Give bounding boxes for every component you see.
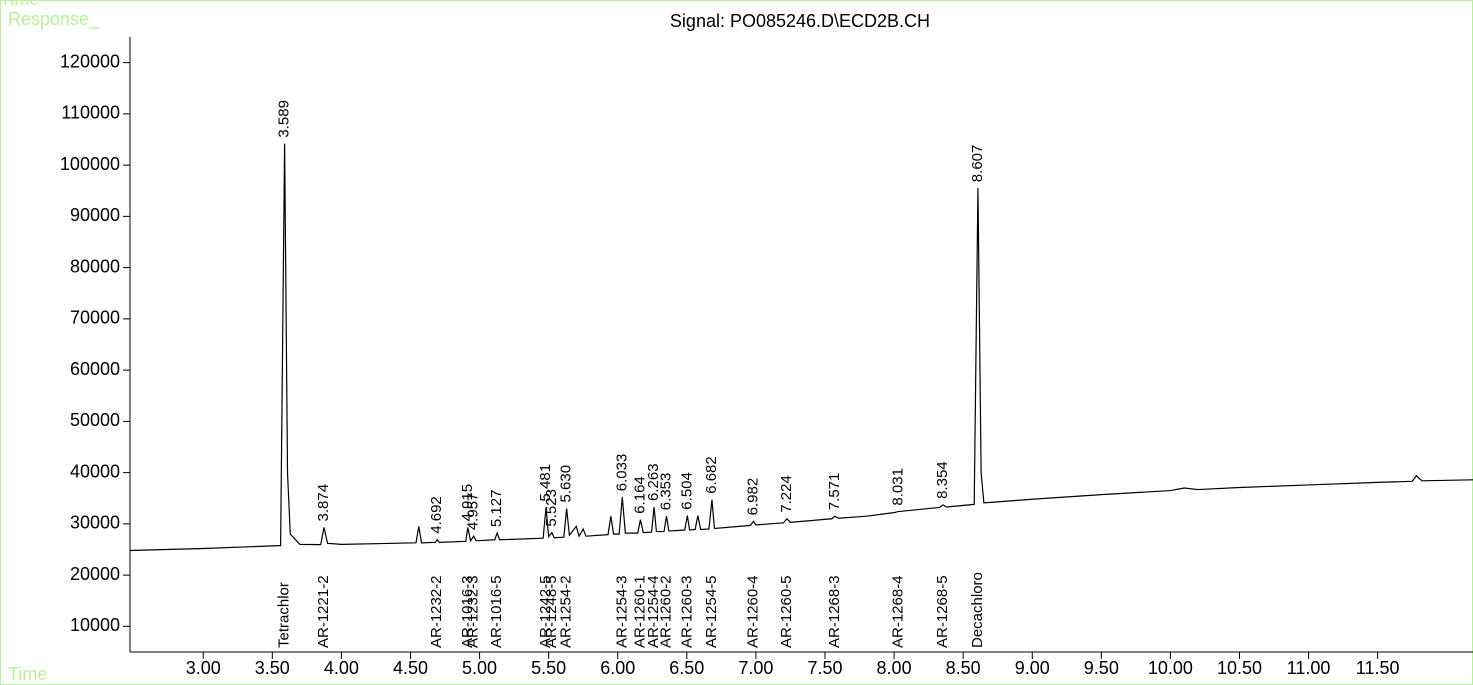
peak-label: 3.874 — [315, 484, 332, 522]
y-tick-label: 100000 — [60, 154, 120, 174]
y-tick-label: 70000 — [70, 308, 120, 328]
compound-label: AR-1232-2 — [428, 575, 445, 648]
x-tick-label: 6.00 — [600, 658, 635, 678]
compound-label: AR-1268-4 — [889, 575, 906, 648]
compound-label: AR-1254-3 — [613, 575, 630, 648]
x-tick-label: 3.00 — [186, 658, 221, 678]
compound-label: AR-1242-5 — [537, 575, 554, 648]
x-tick-label: 3.50 — [255, 658, 290, 678]
peak-label: 8.031 — [889, 468, 906, 506]
peak-label: 5.523 — [543, 489, 560, 527]
compound-label: AR-1016-5 — [488, 575, 505, 648]
y-tick-label: 110000 — [61, 103, 120, 123]
y-tick-label: 10000 — [70, 615, 120, 635]
x-tick-label: 4.00 — [324, 658, 359, 678]
peak-label: 6.504 — [678, 472, 695, 510]
compound-label: AR-1260-2 — [657, 575, 674, 648]
peak-label: 6.263 — [645, 463, 662, 501]
compound-label: AR-1260-5 — [778, 575, 795, 648]
y-tick-label: 80000 — [70, 256, 120, 276]
compound-label: AR-1260-1 — [631, 575, 648, 648]
compound-label: AR-1254-5 — [703, 575, 720, 648]
compound-label: Tetrachlor — [276, 582, 293, 648]
peak-label: 5.630 — [558, 465, 575, 503]
compound-label: AR-1232-3 — [465, 575, 482, 648]
compound-label: AR-1221-2 — [315, 575, 332, 648]
chart-title: Signal: PO085246.D\ECD2B.CH — [670, 11, 930, 31]
y-tick-label: 20000 — [70, 564, 120, 584]
y-tick-label: 120000 — [60, 51, 120, 71]
peak-label: 5.127 — [488, 490, 505, 528]
x-tick-label: 10.50 — [1217, 658, 1262, 678]
y-tick-label: 50000 — [70, 410, 120, 430]
peak-label: 5.481 — [537, 464, 554, 502]
x-axis-label: Time — [8, 664, 47, 684]
peak-label: 3.589 — [276, 100, 293, 138]
x-tick-label: 9.00 — [1015, 658, 1050, 678]
y-tick-label: 30000 — [70, 513, 120, 533]
peak-label: 6.353 — [657, 473, 674, 511]
compound-label: AR-1268-3 — [826, 575, 843, 648]
compound-label: AR-1016-3 — [459, 575, 476, 648]
top-time-label: Time — [0, 0, 39, 9]
x-tick-label: 8.50 — [946, 658, 981, 678]
y-tick-label: 40000 — [70, 461, 120, 481]
compound-label: AR-1268-5 — [934, 575, 951, 648]
y-tick-label: 60000 — [70, 359, 120, 379]
y-tick-label: 90000 — [70, 205, 120, 225]
y-axis-label: Response_ — [8, 9, 100, 30]
x-tick-label: 11.50 — [1356, 658, 1400, 678]
x-tick-label: 7.50 — [807, 658, 842, 678]
peak-label: 7.571 — [826, 473, 843, 511]
x-tick-label: 5.00 — [462, 658, 497, 678]
compound-label: AR-1254-4 — [645, 575, 662, 648]
signal-trace — [129, 143, 1473, 552]
peak-label: 6.164 — [631, 476, 648, 514]
peak-label: 4.957 — [465, 493, 482, 531]
x-tick-label: 6.50 — [669, 658, 704, 678]
compound-label: Decachloro — [969, 572, 986, 648]
peak-label: 7.224 — [778, 475, 795, 513]
x-tick-label: 9.50 — [1084, 658, 1119, 678]
x-tick-label: 10.00 — [1148, 658, 1193, 678]
peak-label: 4.915 — [459, 484, 476, 522]
compound-label: AR-1260-3 — [678, 575, 695, 648]
x-tick-label: 4.50 — [393, 658, 428, 678]
peak-label: 8.607 — [969, 145, 986, 183]
x-tick-label: 7.00 — [738, 658, 773, 678]
peak-label: 8.354 — [934, 461, 951, 499]
x-tick-label: 11.00 — [1287, 658, 1331, 678]
peak-label: 6.682 — [703, 456, 720, 494]
x-tick-label: 8.00 — [877, 658, 912, 678]
peak-label: 4.692 — [428, 496, 445, 534]
x-tick-label: 5.50 — [531, 658, 566, 678]
peak-label: 6.982 — [744, 478, 761, 516]
peak-label: 6.033 — [613, 454, 630, 492]
compound-label: AR-1260-4 — [744, 575, 761, 648]
compound-label: AR-1254-2 — [558, 575, 575, 648]
compound-label: AR-1248-5 — [543, 575, 560, 648]
